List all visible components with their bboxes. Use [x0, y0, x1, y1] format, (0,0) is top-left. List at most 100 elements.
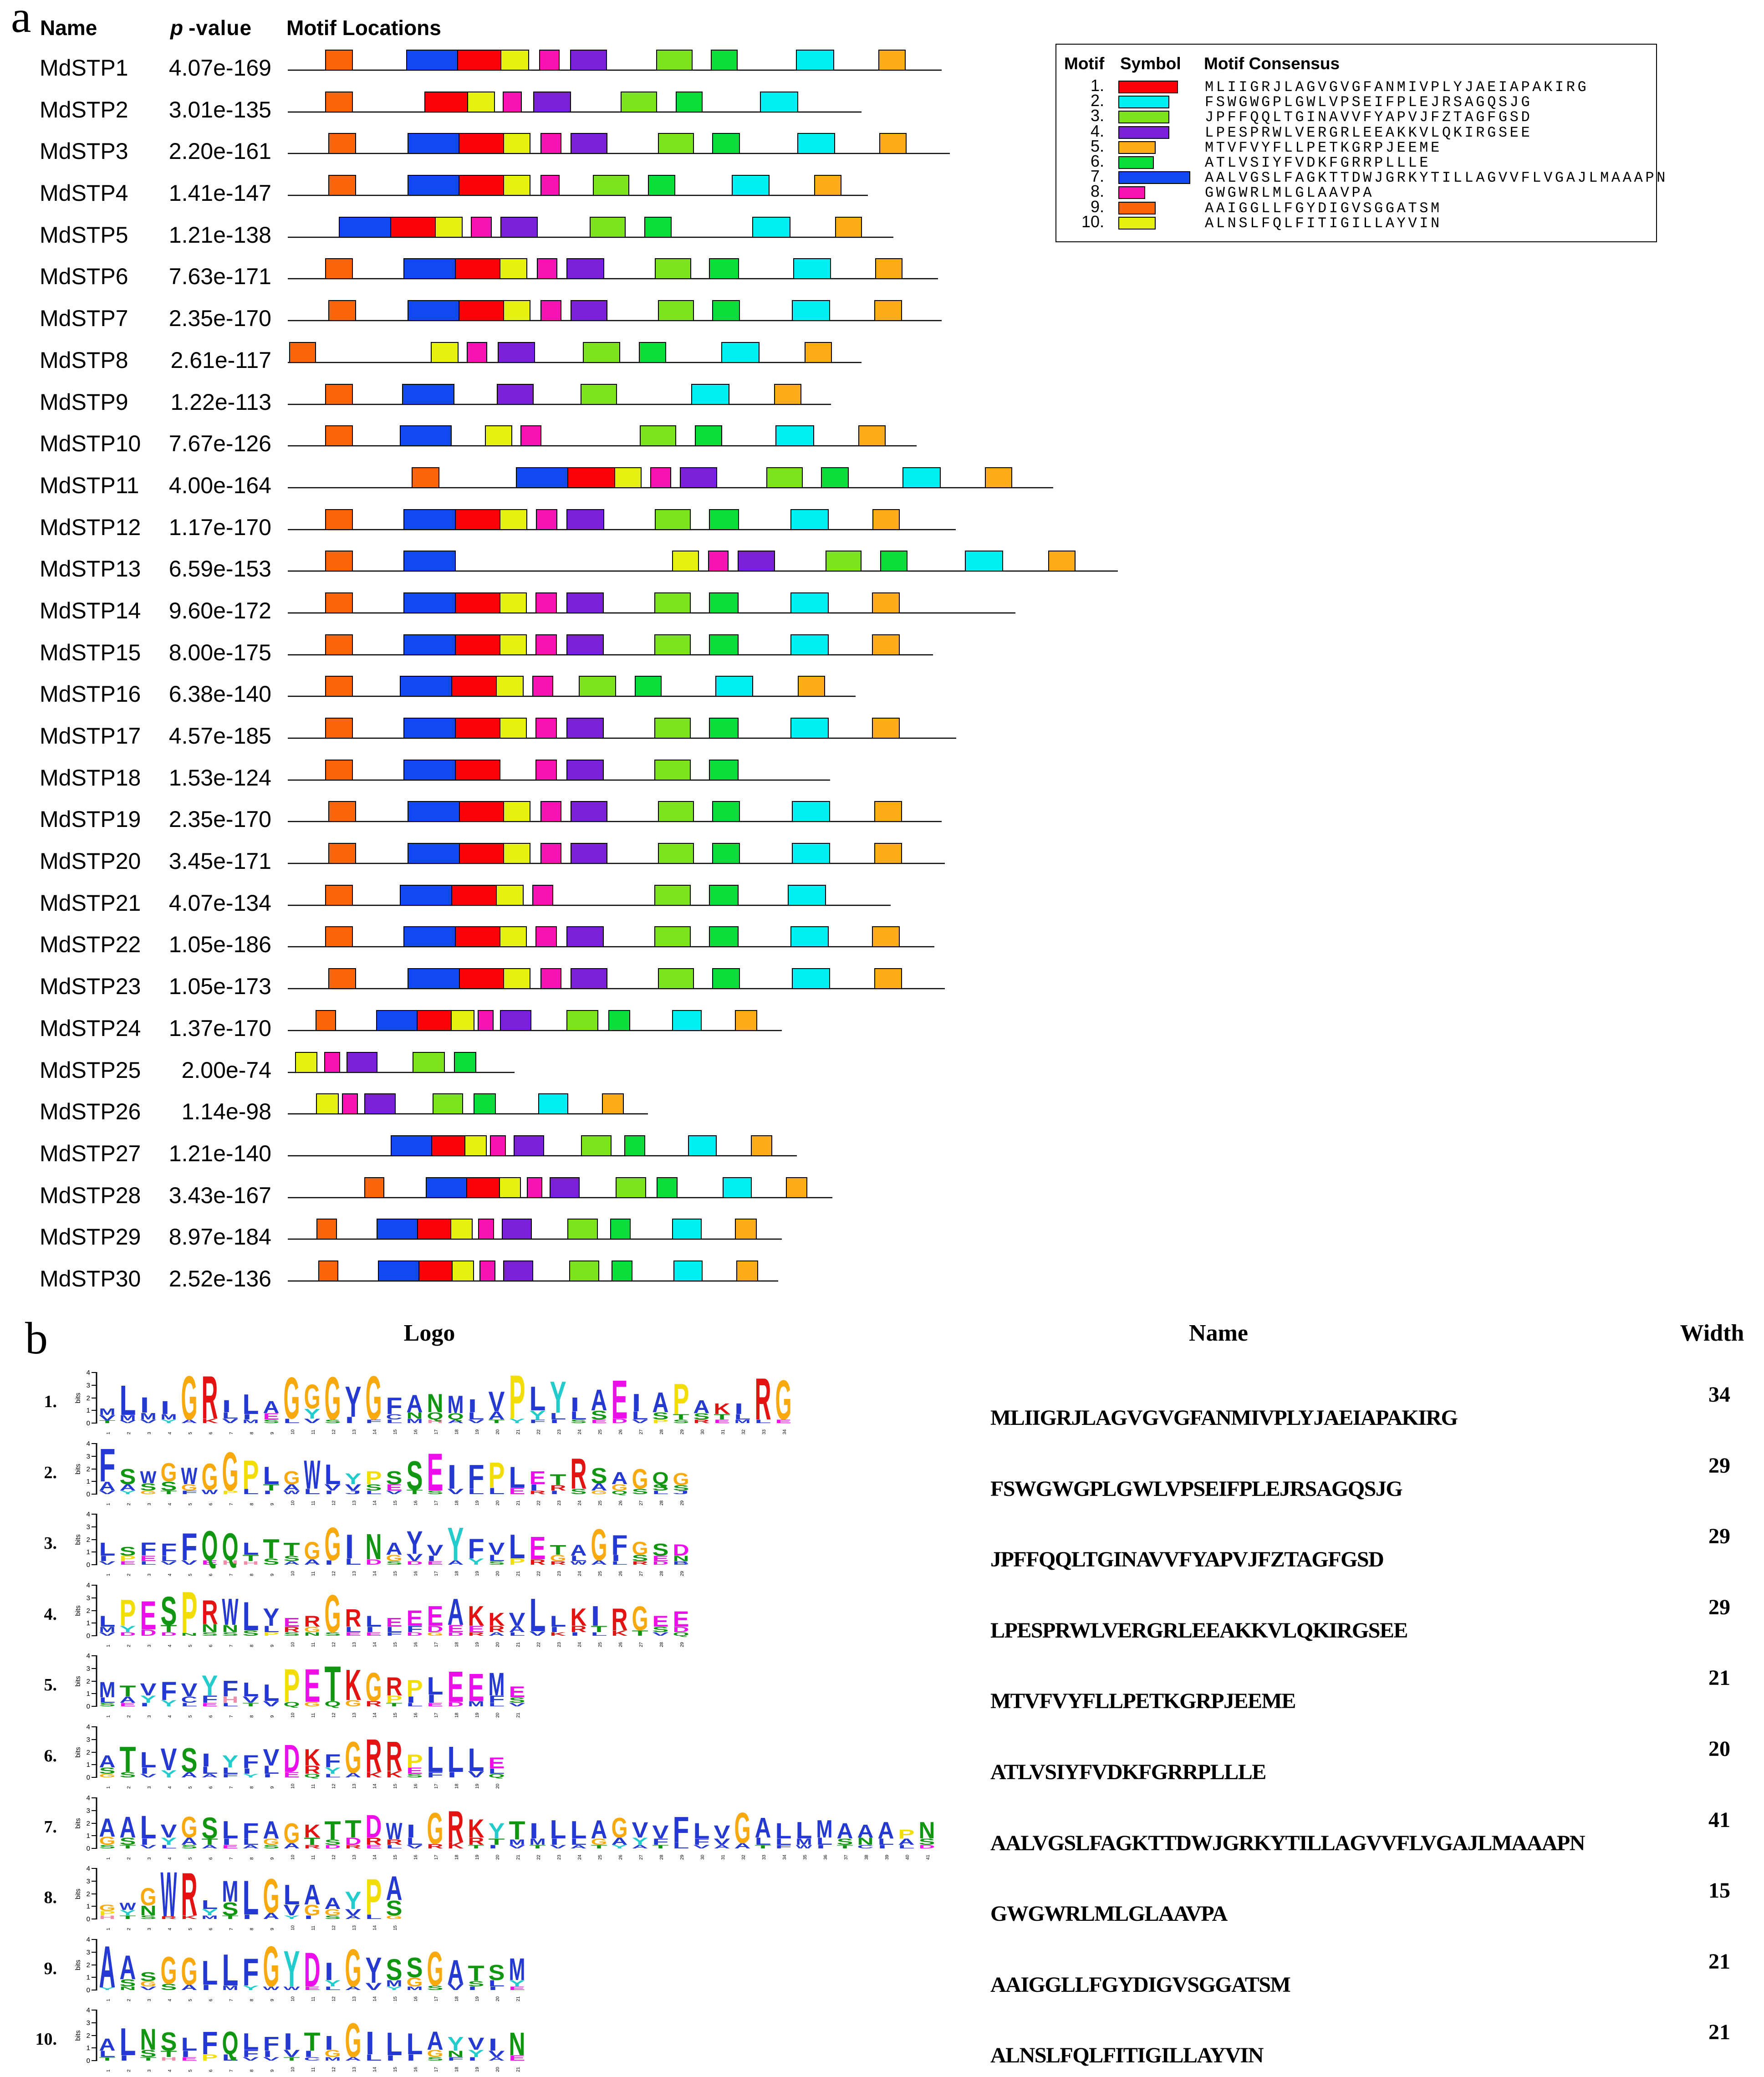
- svg-text:F: F: [468, 1534, 484, 1565]
- svg-text:8: 8: [250, 1573, 255, 1576]
- svg-text:3: 3: [87, 1949, 90, 1956]
- svg-text:14: 14: [372, 1925, 377, 1930]
- svg-text:11: 11: [311, 1713, 316, 1718]
- svg-text:L: L: [99, 2049, 116, 2059]
- svg-text:S: S: [653, 1540, 669, 1560]
- svg-text:D: D: [919, 1844, 935, 1849]
- svg-text:8: 8: [250, 1999, 255, 2001]
- svg-text:D: D: [673, 1626, 689, 1634]
- svg-text:MdSTP3: MdSTP3: [40, 138, 128, 164]
- svg-text:I: I: [120, 2054, 129, 2062]
- svg-text:1: 1: [106, 1786, 111, 1789]
- svg-text:Y: Y: [550, 1373, 566, 1423]
- svg-text:31: 31: [721, 1854, 726, 1860]
- svg-text:A: A: [181, 1419, 198, 1424]
- svg-text:T: T: [120, 1683, 136, 1700]
- svg-text:12: 12: [331, 1571, 336, 1576]
- svg-text:A: A: [509, 1624, 525, 1634]
- svg-text:L: L: [509, 1528, 525, 1566]
- svg-text:Y: Y: [407, 1524, 423, 1561]
- svg-text:Width: Width: [1680, 1320, 1744, 1346]
- svg-text:11: 11: [311, 1429, 316, 1434]
- svg-text:19: 19: [475, 1642, 480, 1647]
- svg-text:4: 4: [168, 1503, 173, 1505]
- svg-text:N: N: [140, 1903, 157, 1919]
- svg-text:7: 7: [229, 1999, 234, 2001]
- svg-text:G: G: [591, 1490, 607, 1495]
- svg-text:7: 7: [229, 1644, 234, 1647]
- svg-text:S: S: [693, 1412, 710, 1421]
- svg-text:21: 21: [516, 1642, 521, 1647]
- svg-text:I: I: [366, 1626, 375, 1634]
- svg-text:26: 26: [618, 1854, 623, 1860]
- svg-text:A: A: [837, 1818, 853, 1843]
- svg-text:8: 8: [250, 1928, 255, 1930]
- svg-text:L: L: [653, 1490, 669, 1495]
- svg-text:E: E: [612, 1369, 628, 1430]
- svg-text:I: I: [550, 1419, 559, 1424]
- svg-text:E: E: [366, 1631, 382, 1637]
- svg-text:T: T: [714, 1413, 730, 1421]
- svg-text:G: G: [386, 1553, 403, 1563]
- svg-text:22: 22: [536, 1571, 541, 1576]
- svg-text:S: S: [120, 1464, 136, 1489]
- svg-text:16: 16: [413, 1996, 418, 2001]
- svg-text:N: N: [919, 1817, 935, 1844]
- svg-text:N: N: [222, 1623, 239, 1634]
- svg-text:11: 11: [311, 1500, 316, 1505]
- svg-text:G: G: [263, 1837, 280, 1847]
- svg-text:I: I: [243, 1767, 252, 1776]
- svg-text:12: 12: [331, 1925, 336, 1930]
- svg-text:21: 21: [516, 1500, 521, 1505]
- svg-text:L: L: [243, 1389, 259, 1420]
- svg-text:A: A: [99, 1934, 116, 2000]
- svg-text:L: L: [325, 1985, 341, 1991]
- svg-text:2: 2: [127, 1786, 132, 1789]
- svg-text:A: A: [571, 1844, 587, 1849]
- svg-text:K: K: [714, 1401, 730, 1417]
- svg-text:26: 26: [618, 1500, 623, 1505]
- svg-text:11: 11: [311, 1855, 316, 1860]
- svg-text:L: L: [448, 1739, 464, 1780]
- svg-text:G: G: [612, 1483, 628, 1492]
- svg-text:D: D: [284, 1738, 300, 1781]
- svg-text:G: G: [304, 1536, 321, 1565]
- svg-text:21: 21: [1708, 1666, 1730, 1690]
- svg-text:bits: bits: [74, 1464, 82, 1474]
- svg-text:I: I: [263, 1773, 272, 1778]
- svg-text:1.14e-98: 1.14e-98: [182, 1099, 271, 1124]
- svg-text:R: R: [632, 1560, 648, 1566]
- svg-text:R: R: [550, 1560, 566, 1566]
- svg-text:A: A: [407, 1389, 423, 1418]
- svg-text:E: E: [448, 1623, 464, 1634]
- svg-text:H: H: [222, 1695, 239, 1704]
- svg-text:MdSTP12: MdSTP12: [40, 515, 141, 540]
- svg-text:L: L: [386, 2026, 403, 2062]
- svg-text:L: L: [468, 1488, 484, 1496]
- svg-text:V: V: [345, 1483, 362, 1492]
- svg-text:Y: Y: [202, 1669, 218, 1702]
- svg-text:S: S: [284, 1555, 300, 1563]
- svg-text:36: 36: [823, 1854, 828, 1860]
- svg-text:A: A: [612, 1836, 628, 1847]
- svg-text:25: 25: [598, 1429, 603, 1434]
- svg-text:V: V: [632, 1817, 648, 1842]
- svg-text:AALVGSLFAGKTTDWJGRKYTILLAGVVFL: AALVGSLFAGKTTDWJGRKYTILLAGVVFLVGAJLMAAAP…: [1205, 169, 1668, 186]
- svg-text:6: 6: [209, 1503, 214, 1505]
- svg-text:Q: Q: [222, 2025, 239, 2062]
- svg-text:3: 3: [147, 1503, 152, 1505]
- svg-text:N: N: [427, 1388, 444, 1418]
- svg-text:4: 4: [87, 1440, 90, 1448]
- svg-text:G: G: [612, 1813, 628, 1844]
- svg-text:S: S: [673, 1484, 689, 1492]
- svg-text:3: 3: [147, 1928, 152, 1930]
- svg-text:E: E: [202, 1559, 218, 1566]
- svg-text:T: T: [284, 2056, 301, 2062]
- svg-text:28: 28: [659, 1500, 664, 1505]
- svg-text:I: I: [448, 1458, 457, 1496]
- svg-text:7: 7: [229, 1715, 234, 1718]
- svg-text:R: R: [304, 1844, 321, 1849]
- svg-text:7: 7: [229, 1432, 234, 1434]
- svg-text:A: A: [345, 2056, 362, 2062]
- svg-text:S: S: [202, 1631, 218, 1637]
